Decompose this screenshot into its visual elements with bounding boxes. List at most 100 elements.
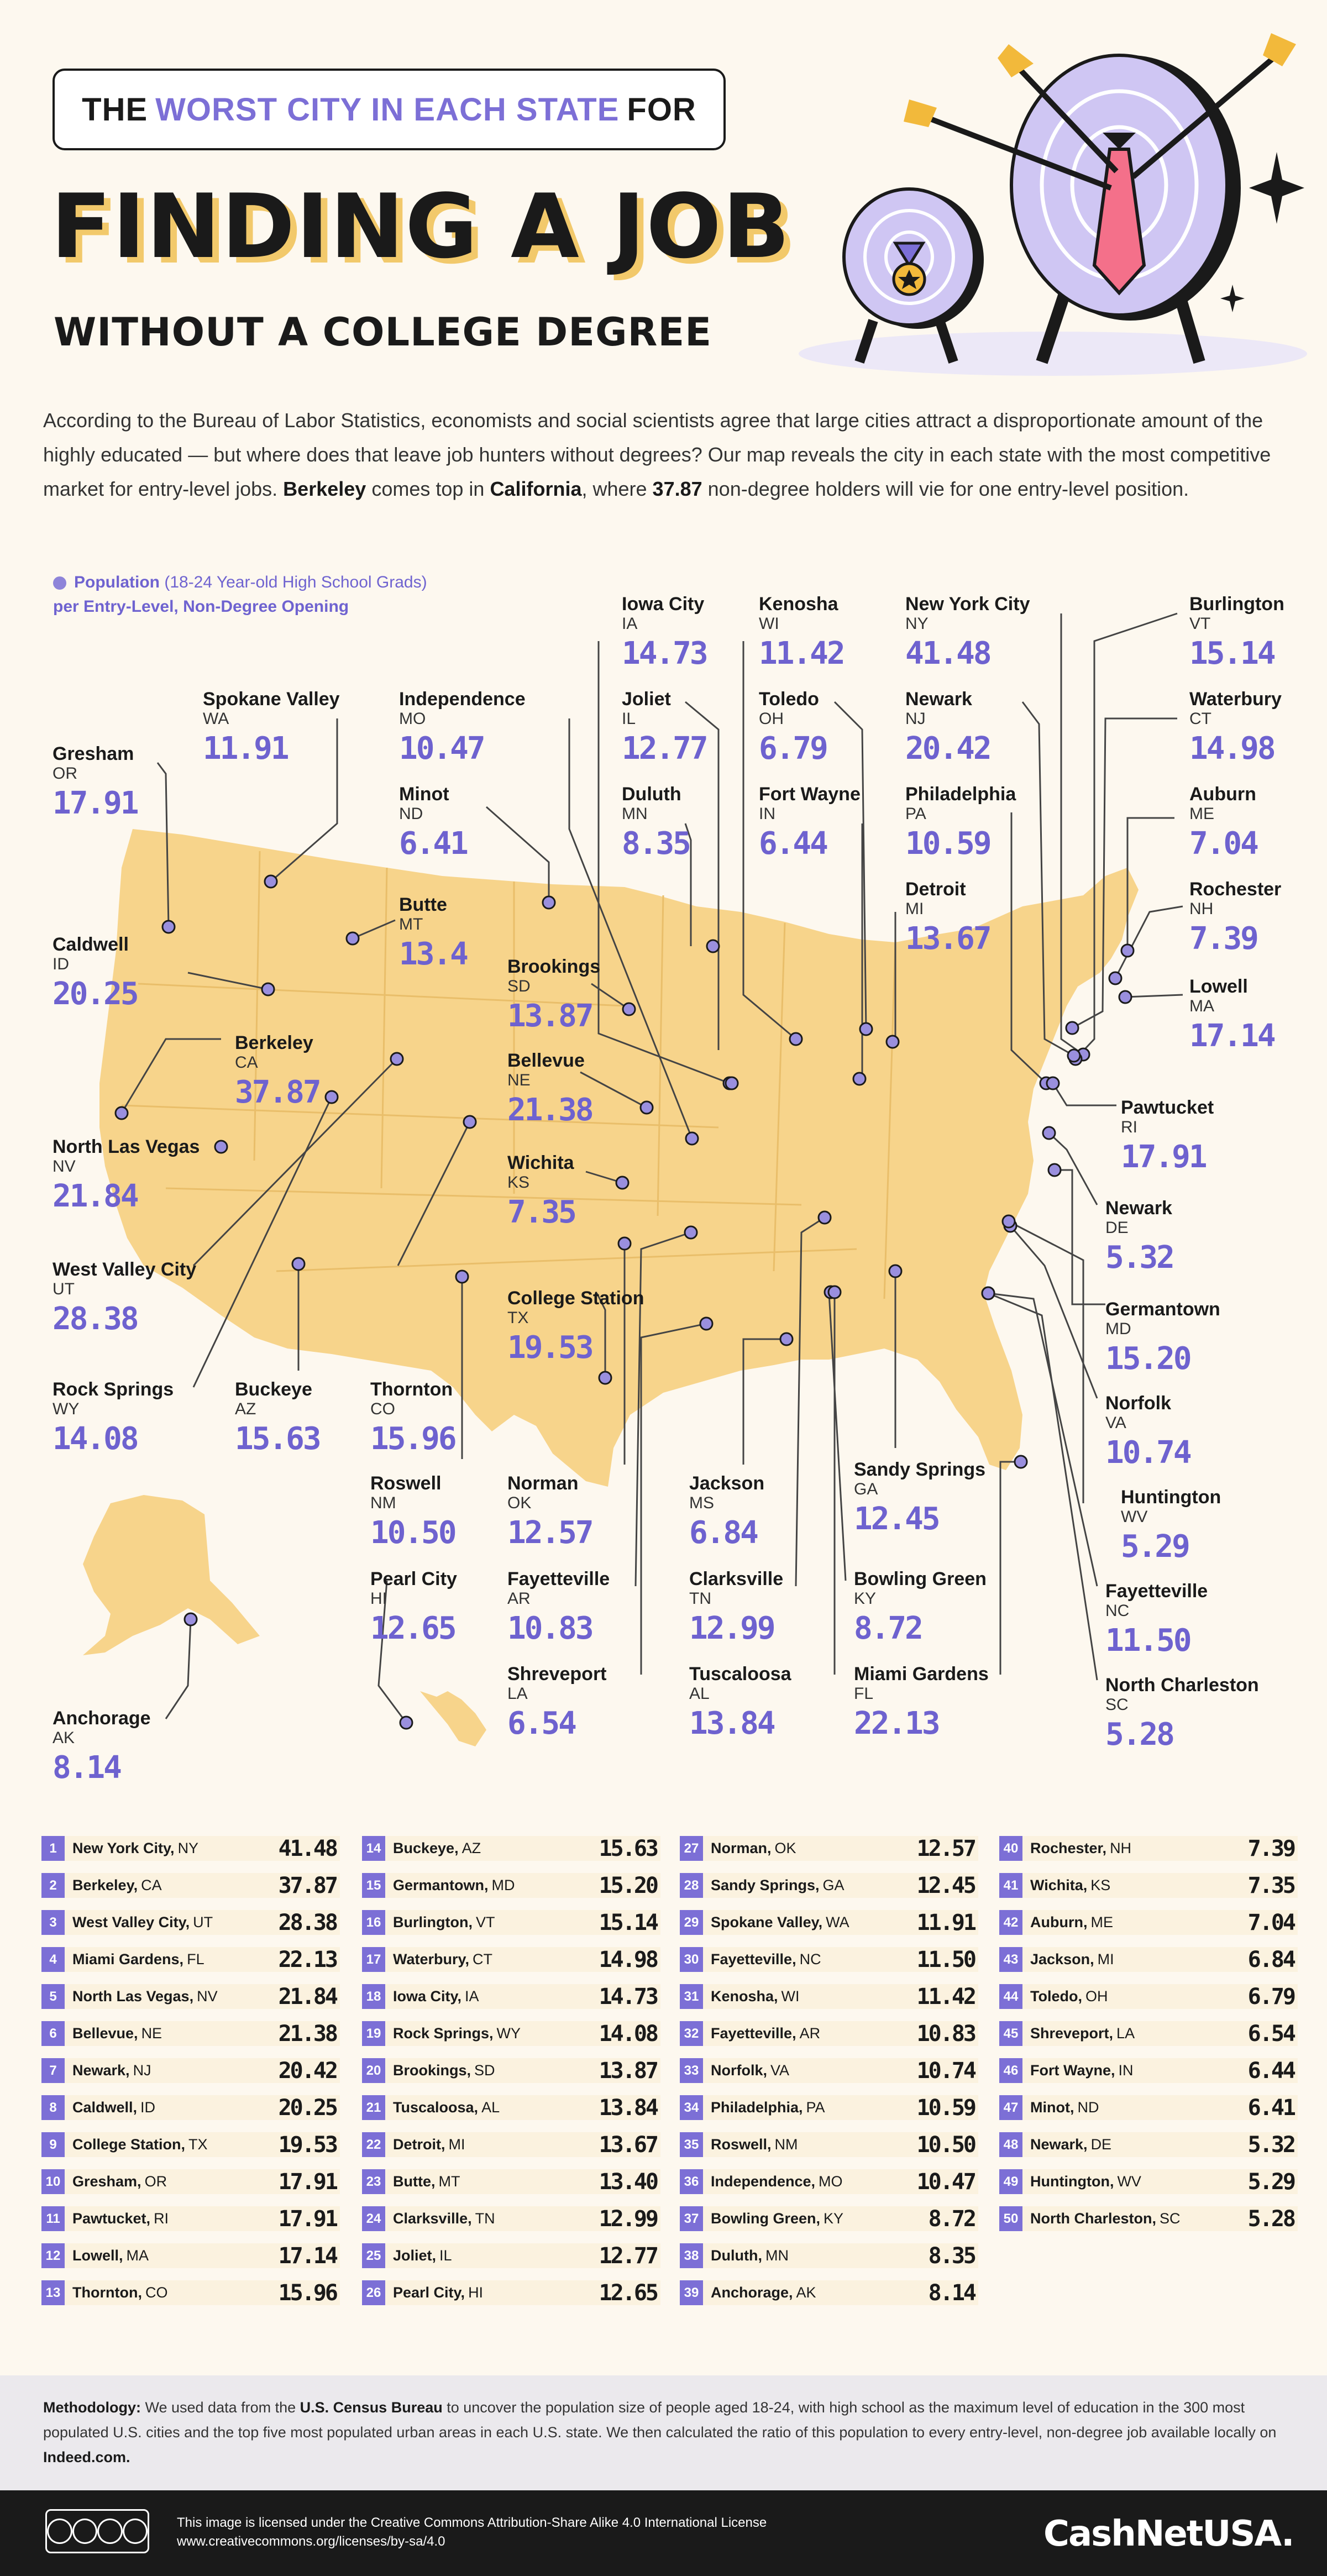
leader-line (1010, 812, 1047, 1084)
ranking-city: Berkeley, CA (65, 1873, 272, 1898)
city-pin (399, 1715, 413, 1730)
leader-line (1114, 905, 1183, 979)
ranking-city: West Valley City, UT (65, 1910, 272, 1935)
rank-badge: 38 (680, 2243, 703, 2268)
city-pin (291, 1257, 306, 1271)
map-label: Pawtucket RI 17.91 (1121, 1097, 1214, 1174)
rank-badge: 37 (680, 2206, 703, 2231)
kicker-highlight: WORST CITY IN EACH STATE (155, 91, 620, 128)
map-label-value: 6.44 (759, 825, 828, 862)
rank-badge: 46 (999, 2058, 1022, 2083)
city-pin (981, 1286, 995, 1300)
map-label-state: WV (1121, 1508, 1148, 1526)
leader-line (165, 1619, 192, 1719)
rank-badge: 27 (680, 1836, 703, 1861)
rank-badge: 4 (41, 1947, 65, 1972)
map-label-state: NM (370, 1494, 396, 1513)
ranking-value: 10.59 (910, 2095, 978, 2121)
ranking-row: 27 Norman, OK 12.57 (680, 1836, 978, 1861)
ranking-column: 1 New York City, NY 41.48 2 Berkeley, CA 37.87 3… (41, 1836, 340, 2317)
map-label-city: Caldwell (53, 934, 129, 955)
map-label-state: PA (905, 805, 926, 823)
leader-line (397, 1121, 471, 1266)
ranking-city: Rochester, NH (1022, 1836, 1230, 1861)
map-label-value: 37.87 (235, 1074, 322, 1110)
rank-badge: 42 (999, 1910, 1022, 1935)
map-label-state: MA (1189, 997, 1214, 1016)
kicker-box: THE WORST CITY IN EACH STATE FOR (53, 69, 726, 150)
ranking-value: 20.42 (271, 2058, 340, 2084)
map-label: Berkeley CA 37.87 (235, 1032, 322, 1110)
map-label-city: Toledo (759, 689, 819, 710)
city-pin (264, 874, 278, 889)
ranking-city: Pawtucket, RI (65, 2206, 272, 2231)
ranking-city: Roswell, NM (703, 2132, 910, 2157)
map-label-value: 20.25 (53, 975, 139, 1012)
ranking-city: Burlington, VT (385, 1910, 592, 1935)
city-pin (1108, 971, 1123, 985)
ranking-value: 13.40 (592, 2169, 660, 2195)
city-pin (1067, 1048, 1081, 1063)
ranking-value: 10.47 (910, 2169, 978, 2195)
map-label-state: RI (1121, 1118, 1137, 1137)
map-label-city: Minot (399, 784, 449, 805)
ranking-city: Germantown, MD (385, 1873, 592, 1898)
map-label-value: 17.91 (53, 785, 139, 821)
map-label-city: North Charleston (1105, 1675, 1259, 1696)
ranking-row: 26 Pearl City, HI 12.65 (362, 2280, 660, 2306)
map-label-value: 11.91 (203, 730, 290, 767)
ranking-value: 14.98 (592, 1947, 660, 1972)
ranking-city: Auburn, ME (1022, 1910, 1230, 1935)
ranking-row: 15 Germantown, MD 15.20 (362, 1873, 660, 1898)
map-label-state: OH (759, 710, 784, 728)
map-label: Minot ND 6.41 (399, 784, 469, 861)
leader-line (684, 823, 692, 946)
map-label: Independence MO 10.47 (399, 689, 526, 766)
map-label-value: 41.48 (905, 635, 992, 671)
ranking-row: 34 Philadelphia, PA 10.59 (680, 2095, 978, 2121)
ranking-row: 17 Waterbury, CT 14.98 (362, 1947, 660, 1972)
leader-line (156, 762, 170, 927)
leader-line (1126, 817, 1174, 951)
city-pin (161, 920, 176, 934)
map-label: Detroit MI 13.67 (905, 879, 992, 956)
rank-badge: 14 (362, 1836, 385, 1861)
map-label-state: NH (1189, 900, 1214, 919)
by-icon: i (72, 2519, 97, 2544)
leader-line (1060, 613, 1084, 1056)
ranking-row: 21 Tuscaloosa, AL 13.84 (362, 2095, 660, 2121)
rank-badge: 49 (999, 2169, 1022, 2194)
ranking-city: Fayetteville, NC (703, 1947, 910, 1972)
map-label-state: AR (507, 1589, 531, 1608)
ranking-city: North Las Vegas, NV (65, 1984, 272, 2009)
ranking-value: 12.77 (592, 2243, 660, 2269)
map-label: Philadelphia PA 10.59 (905, 784, 1016, 861)
ranking-city: Fort Wayne, IN (1022, 2058, 1230, 2083)
map-label: New York City NY 41.48 (905, 594, 1030, 671)
ranking-city: Detroit, MI (385, 2132, 592, 2157)
city-pin (615, 1176, 630, 1190)
map-label-value: 5.28 (1105, 1716, 1175, 1753)
city-pin (390, 1052, 404, 1066)
city-pin (817, 1210, 832, 1225)
rank-badge: 13 (41, 2280, 65, 2305)
map-label-state: KY (854, 1589, 877, 1608)
us-map (83, 829, 1139, 1746)
map-label-state: CA (235, 1053, 258, 1072)
rank-badge: 35 (680, 2132, 703, 2157)
leader-line (640, 1323, 707, 1675)
map-label-state: WY (53, 1400, 80, 1419)
ranking-row: 28 Sandy Springs, GA 12.45 (680, 1873, 978, 1898)
map-label-value: 14.08 (53, 1420, 139, 1457)
ranking-value: 11.91 (910, 1910, 978, 1935)
map-label-state: CT (1189, 710, 1211, 728)
ranking-value: 15.20 (592, 1873, 660, 1898)
city-pin (1118, 990, 1132, 1004)
leader-line (1052, 1083, 1116, 1106)
leader-line (988, 1292, 1098, 1587)
map-label-city: Tuscaloosa (689, 1664, 791, 1685)
ranking-row: 36 Independence, MO 10.47 (680, 2169, 978, 2195)
map-label: Tuscaloosa AL 13.84 (689, 1664, 791, 1741)
city-pin (725, 1076, 739, 1090)
map-label-state: ID (53, 955, 69, 974)
